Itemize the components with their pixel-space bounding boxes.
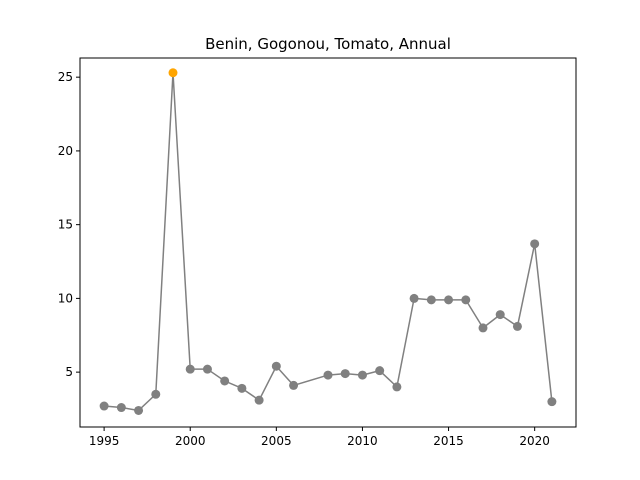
- axis-ticks: 1995 2000 2005 2010 2015 2020 5 10 15 20 25: [58, 70, 550, 448]
- series-line: [104, 71, 553, 412]
- data-point-highlight: [168, 68, 178, 78]
- data-point: [530, 239, 540, 249]
- data-point: [271, 361, 281, 371]
- data-point: [409, 293, 419, 303]
- data-point: [426, 295, 436, 305]
- data-point: [547, 397, 557, 407]
- data-point: [237, 383, 247, 393]
- x-tick-label: 2000: [175, 434, 206, 448]
- data-point: [289, 380, 299, 390]
- data-point: [151, 389, 161, 399]
- data-point: [357, 370, 367, 380]
- data-point: [202, 364, 212, 374]
- plot-frame: [79, 57, 577, 428]
- y-tick-label: 5: [65, 365, 73, 379]
- data-point: [512, 321, 522, 331]
- data-point: [375, 366, 385, 376]
- data-point: [185, 364, 195, 374]
- data-point: [478, 323, 488, 333]
- data-point: [392, 382, 402, 392]
- x-tick-label: 2015: [433, 434, 464, 448]
- data-point: [340, 369, 350, 379]
- data-point: [495, 310, 505, 320]
- data-points: [99, 68, 557, 415]
- data-point: [134, 405, 144, 415]
- x-tick-label: 2005: [261, 434, 292, 448]
- x-tick-label: 2020: [519, 434, 550, 448]
- data-point: [116, 403, 126, 413]
- data-point: [461, 295, 471, 305]
- data-point: [220, 376, 230, 386]
- data-point: [323, 370, 333, 380]
- data-point: [99, 401, 109, 411]
- y-tick-label: 10: [58, 291, 73, 305]
- y-tick-label: 25: [58, 70, 73, 84]
- x-tick-label: 1995: [89, 434, 120, 448]
- data-point: [254, 395, 264, 405]
- x-tick-label: 2010: [347, 434, 378, 448]
- y-tick-label: 15: [58, 218, 73, 232]
- chart-title: Benin, Gogonou, Tomato, Annual: [205, 35, 451, 53]
- data-point: [444, 295, 454, 305]
- y-tick-label: 20: [58, 144, 73, 158]
